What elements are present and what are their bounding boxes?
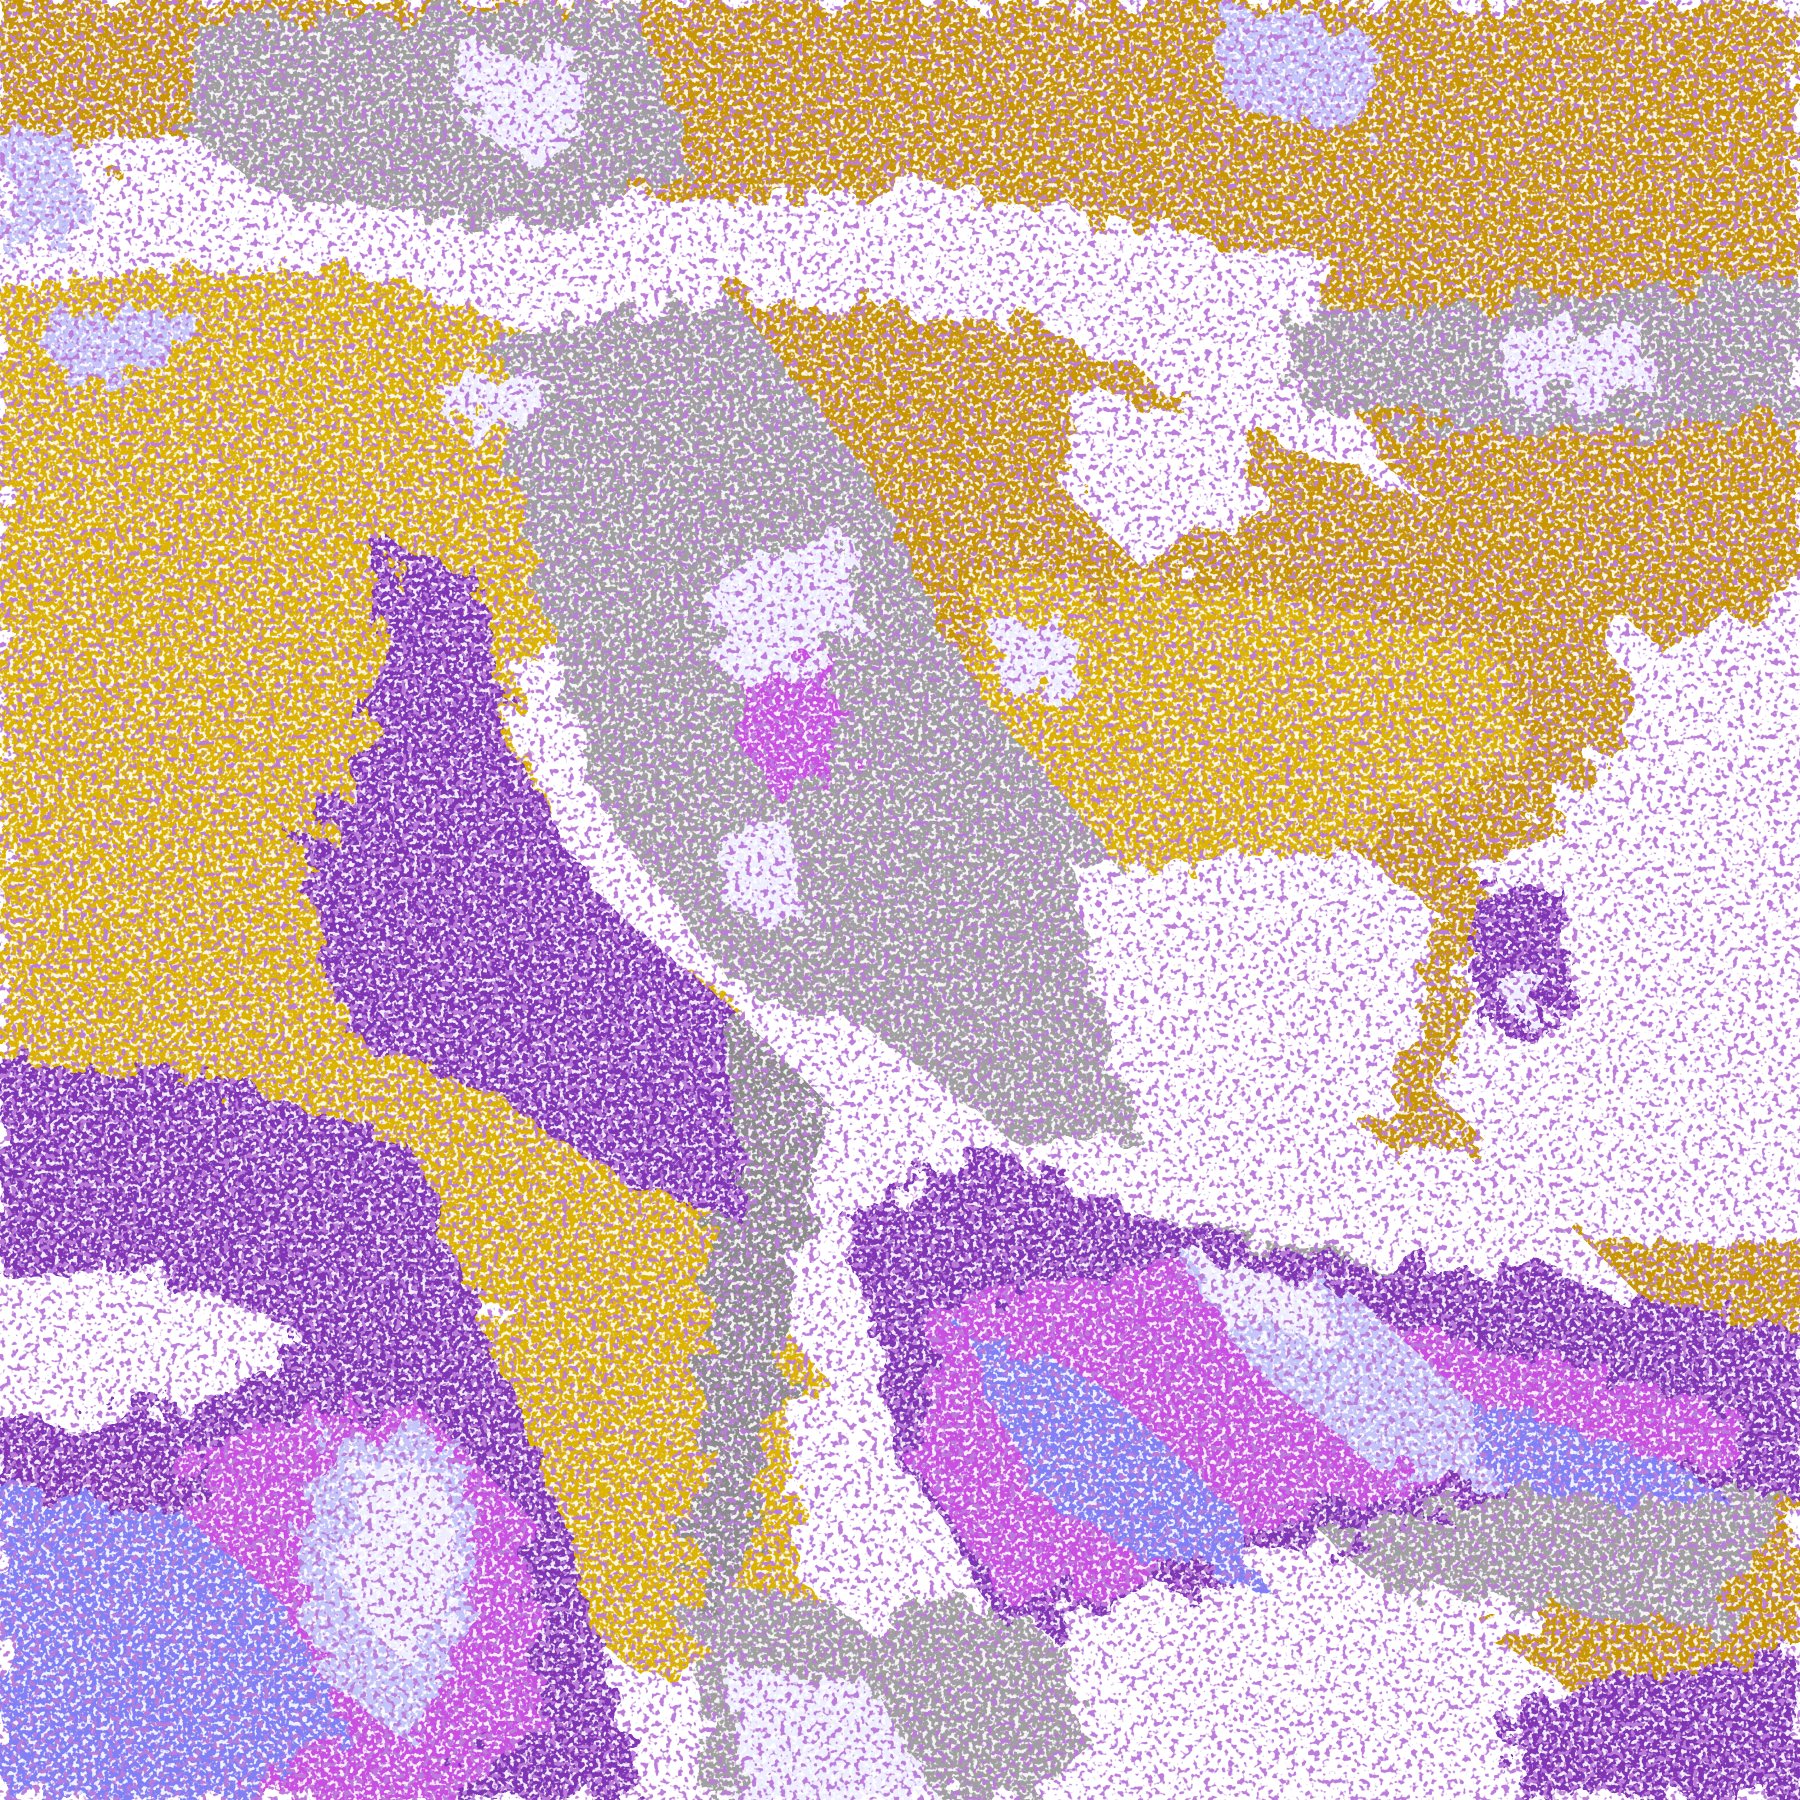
purple-speckle-texture	[0, 0, 1800, 1800]
map-canvas	[0, 0, 1800, 1800]
cloud-classification-map	[0, 0, 1800, 1800]
